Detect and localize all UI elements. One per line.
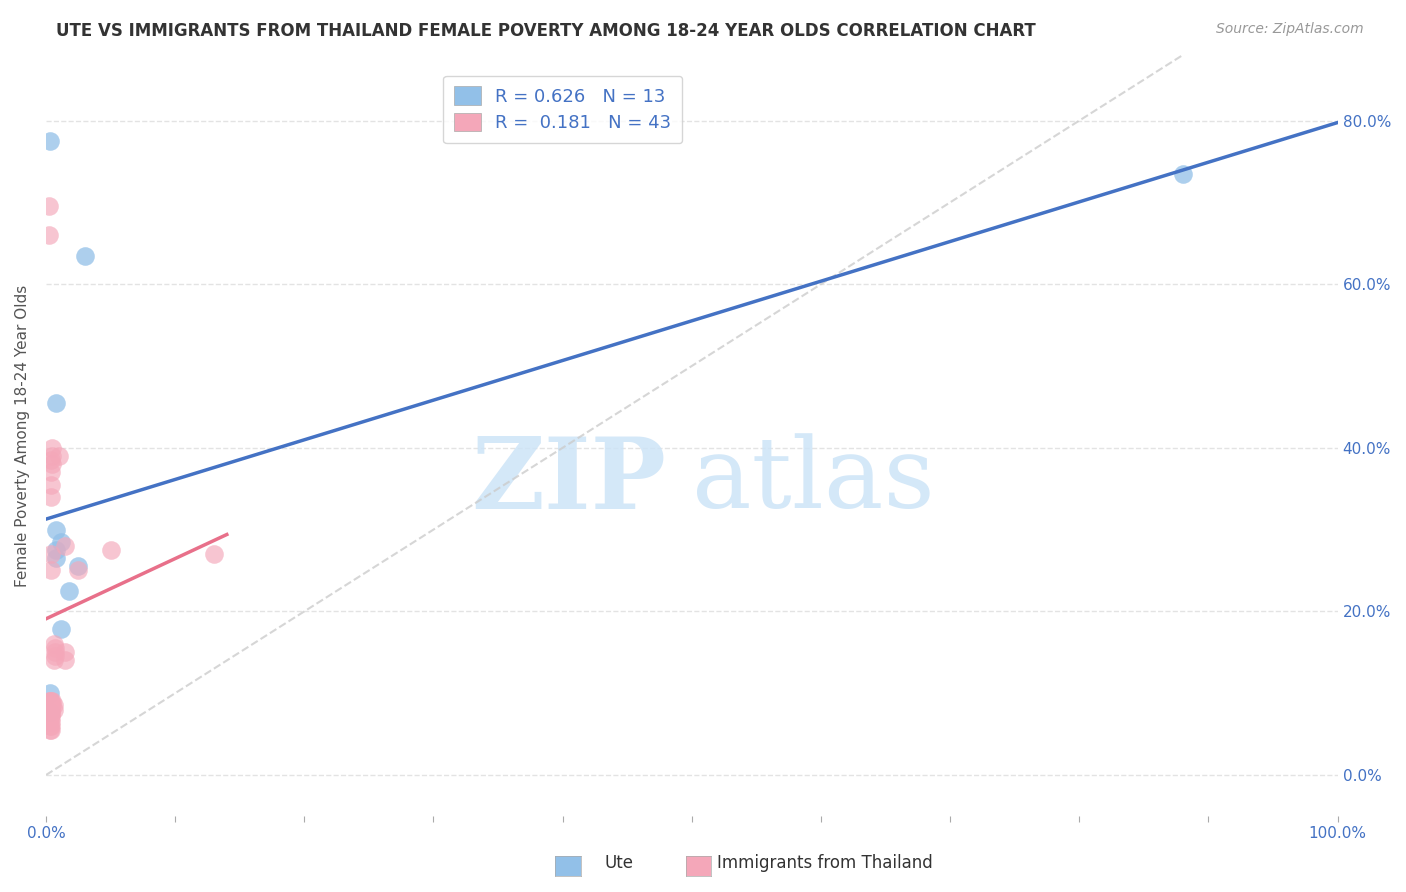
Point — [39, 702, 62, 716]
Point — [39, 466, 62, 480]
Point — [42, 698, 65, 713]
Point — [39, 453, 62, 467]
Point — [41, 449, 63, 463]
Point — [42, 637, 65, 651]
Point — [53, 645, 76, 659]
Point — [51, 623, 73, 637]
Point — [58, 583, 80, 598]
Point — [38, 705, 60, 719]
Point — [39, 706, 62, 721]
Point — [41, 694, 63, 708]
Point — [41, 457, 63, 471]
Text: UTE VS IMMIGRANTS FROM THAILAND FEMALE POVERTY AMONG 18-24 YEAR OLDS CORRELATION: UTE VS IMMIGRANTS FROM THAILAND FEMALE P… — [56, 22, 1036, 40]
Point — [38, 694, 60, 708]
Point — [202, 547, 225, 561]
Point — [45, 523, 67, 537]
Point — [38, 698, 60, 713]
Text: atlas: atlas — [692, 434, 935, 529]
Point — [41, 441, 63, 455]
Point — [39, 702, 62, 716]
Point — [53, 653, 76, 667]
Point — [41, 698, 63, 713]
Point — [38, 694, 60, 708]
Point — [38, 134, 60, 148]
Point — [67, 559, 90, 574]
Y-axis label: Female Poverty Among 18-24 Year Olds: Female Poverty Among 18-24 Year Olds — [15, 285, 30, 587]
Point — [42, 653, 65, 667]
Text: Immigrants from Thailand: Immigrants from Thailand — [717, 855, 932, 872]
Legend: R = 0.626   N = 13, R =  0.181   N = 43: R = 0.626 N = 13, R = 0.181 N = 43 — [443, 76, 682, 143]
Point — [45, 396, 67, 410]
Point — [38, 719, 60, 733]
Point — [39, 723, 62, 737]
Point — [53, 539, 76, 553]
Point — [51, 534, 73, 549]
Point — [39, 547, 62, 561]
Point — [1171, 167, 1194, 181]
Point — [45, 543, 67, 558]
Point — [39, 477, 62, 491]
Point — [39, 564, 62, 578]
Point — [39, 714, 62, 729]
Point — [39, 490, 62, 504]
Point — [67, 564, 90, 578]
Point — [73, 248, 96, 262]
Text: ZIP: ZIP — [471, 433, 666, 530]
Point — [39, 706, 62, 721]
Point — [44, 641, 66, 656]
Point — [44, 649, 66, 664]
Point — [44, 645, 66, 659]
Point — [38, 686, 60, 700]
Point — [38, 711, 60, 725]
Point — [39, 719, 62, 733]
Point — [39, 694, 62, 708]
Point — [42, 702, 65, 716]
Point — [38, 706, 60, 721]
Point — [100, 543, 122, 558]
Point — [45, 551, 67, 566]
Point — [39, 711, 62, 725]
Text: Source: ZipAtlas.com: Source: ZipAtlas.com — [1216, 22, 1364, 37]
Point — [38, 228, 60, 243]
Text: Ute: Ute — [605, 855, 634, 872]
Point — [38, 199, 60, 213]
Point — [38, 723, 60, 737]
Point — [48, 449, 70, 463]
